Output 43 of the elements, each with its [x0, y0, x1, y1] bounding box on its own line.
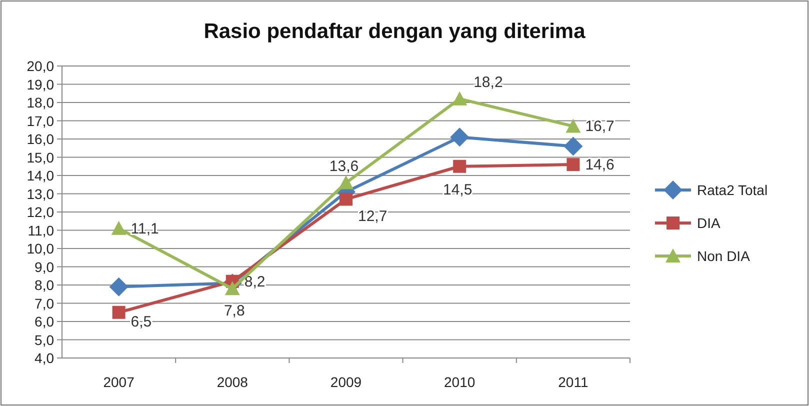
y-tick-label: 14,0 [26, 168, 54, 184]
data-label: 16,7 [585, 118, 614, 136]
y-tick-label: 13,0 [26, 186, 54, 202]
y-tick-label: 16,0 [26, 131, 54, 147]
point [453, 160, 466, 173]
data-label: 14,6 [585, 156, 614, 174]
x-tick-label: 2010 [444, 374, 476, 390]
y-tick-label: 6,0 [34, 314, 54, 330]
x-tick-label: 2011 [558, 374, 588, 390]
y-tick-label: 8,0 [34, 277, 54, 293]
y-tick-label: 18,0 [26, 94, 54, 110]
point [564, 136, 583, 156]
point [452, 91, 468, 106]
x-tick-label: 2008 [216, 374, 248, 390]
point [224, 281, 240, 296]
y-tick-label: 9,0 [34, 258, 54, 275]
point [566, 118, 581, 133]
point [338, 175, 354, 190]
y-tick-label: 17,0 [26, 112, 54, 129]
data-label: 12,7 [358, 208, 388, 226]
point [340, 192, 352, 206]
point [450, 128, 470, 147]
point [109, 277, 128, 296]
y-tick-label: 5,0 [34, 332, 54, 348]
legend-label: DIA [697, 215, 721, 231]
data-label: 7,8 [224, 302, 245, 320]
y-tick-label: 20,0 [26, 58, 54, 74]
point [566, 158, 580, 172]
point [112, 306, 126, 319]
y-tick-label: 7,0 [34, 295, 54, 312]
y-tick-label: 15,0 [26, 149, 54, 166]
point [111, 220, 126, 235]
chart-title: Rasio pendaftar dengan yang diterima [204, 20, 586, 43]
y-tick-label: 4,0 [34, 350, 54, 366]
legend-label: Non DIA [697, 248, 751, 264]
data-label: 13,6 [329, 158, 359, 175]
x-tick-label: 2007 [103, 374, 135, 390]
y-tick-label: 10,0 [26, 240, 54, 256]
y-tick-label: 11,0 [28, 222, 54, 238]
y-tick-label: 12,0 [26, 204, 54, 220]
legend-label: Rata2 Total [697, 182, 768, 198]
x-tick-label: 2009 [330, 374, 362, 390]
y-tick-label: 19,0 [26, 76, 54, 92]
